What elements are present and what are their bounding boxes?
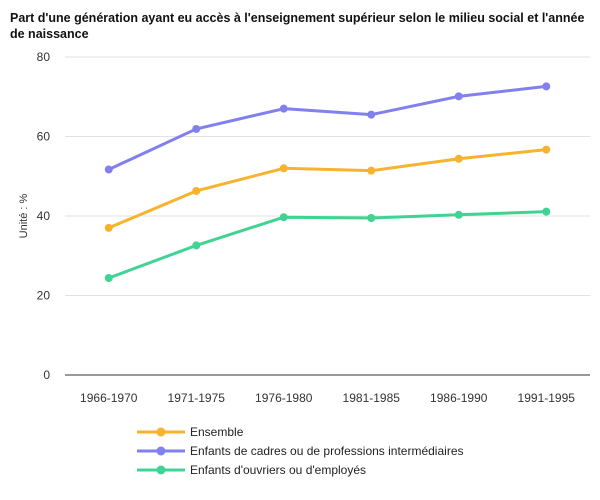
- x-tick-label: 1971-1975: [168, 391, 226, 405]
- y-tick-label: 60: [37, 130, 51, 144]
- data-point[interactable]: [280, 213, 288, 221]
- series-line: [109, 212, 547, 278]
- data-point[interactable]: [367, 111, 375, 119]
- legend-label: Enfants d'ouvriers ou d'employés: [190, 463, 366, 477]
- legend-swatch-marker: [157, 466, 166, 475]
- legend-label: Ensemble: [190, 425, 244, 439]
- data-point[interactable]: [280, 164, 288, 172]
- y-tick-label: 80: [37, 50, 51, 64]
- x-tick-label: 1986-1990: [430, 391, 488, 405]
- x-tick-label: 1991-1995: [518, 391, 576, 405]
- axis-layer: 0 20 40 60 80 1966-1970 1971-1975 1976-1980 1981…: [18, 50, 575, 405]
- legend-swatch-marker: [157, 447, 166, 456]
- data-point[interactable]: [280, 105, 288, 113]
- data-point[interactable]: [455, 155, 463, 163]
- y-tick-label: 40: [37, 209, 51, 223]
- grid-layer: [65, 57, 590, 375]
- y-axis-title: Unité : %: [18, 193, 30, 238]
- data-point[interactable]: [192, 125, 200, 133]
- x-tick-label: 1981-1985: [343, 391, 401, 405]
- x-tick-label: 1976-1980: [255, 391, 313, 405]
- data-point[interactable]: [455, 211, 463, 219]
- legend-item[interactable]: Enfants de cadres ou de professions inte…: [137, 444, 464, 458]
- data-point[interactable]: [367, 167, 375, 175]
- data-point[interactable]: [542, 208, 550, 216]
- legend-item[interactable]: Enfants d'ouvriers ou d'employés: [137, 463, 366, 477]
- series-layer: [105, 82, 551, 282]
- legend-label: Enfants de cadres ou de professions inte…: [190, 444, 464, 458]
- chart-canvas: 0 20 40 60 80 1966-1970 1971-1975 1976-1980 1981…: [0, 0, 600, 500]
- y-tick-label: 0: [43, 368, 50, 382]
- data-point[interactable]: [542, 146, 550, 154]
- data-point[interactable]: [105, 224, 113, 232]
- data-point[interactable]: [192, 241, 200, 249]
- chart: Part d'une génération ayant eu accès à l…: [0, 0, 600, 500]
- data-point[interactable]: [105, 274, 113, 282]
- data-point[interactable]: [542, 82, 550, 90]
- data-point[interactable]: [105, 165, 113, 173]
- data-point[interactable]: [455, 92, 463, 100]
- legend-item[interactable]: Ensemble: [137, 425, 244, 439]
- data-point[interactable]: [367, 214, 375, 222]
- data-point[interactable]: [192, 187, 200, 195]
- legend: Ensemble Enfants de cadres ou de professi…: [137, 425, 464, 477]
- x-tick-label: 1966-1970: [80, 391, 138, 405]
- y-tick-label: 20: [37, 289, 51, 303]
- legend-swatch-marker: [157, 428, 166, 437]
